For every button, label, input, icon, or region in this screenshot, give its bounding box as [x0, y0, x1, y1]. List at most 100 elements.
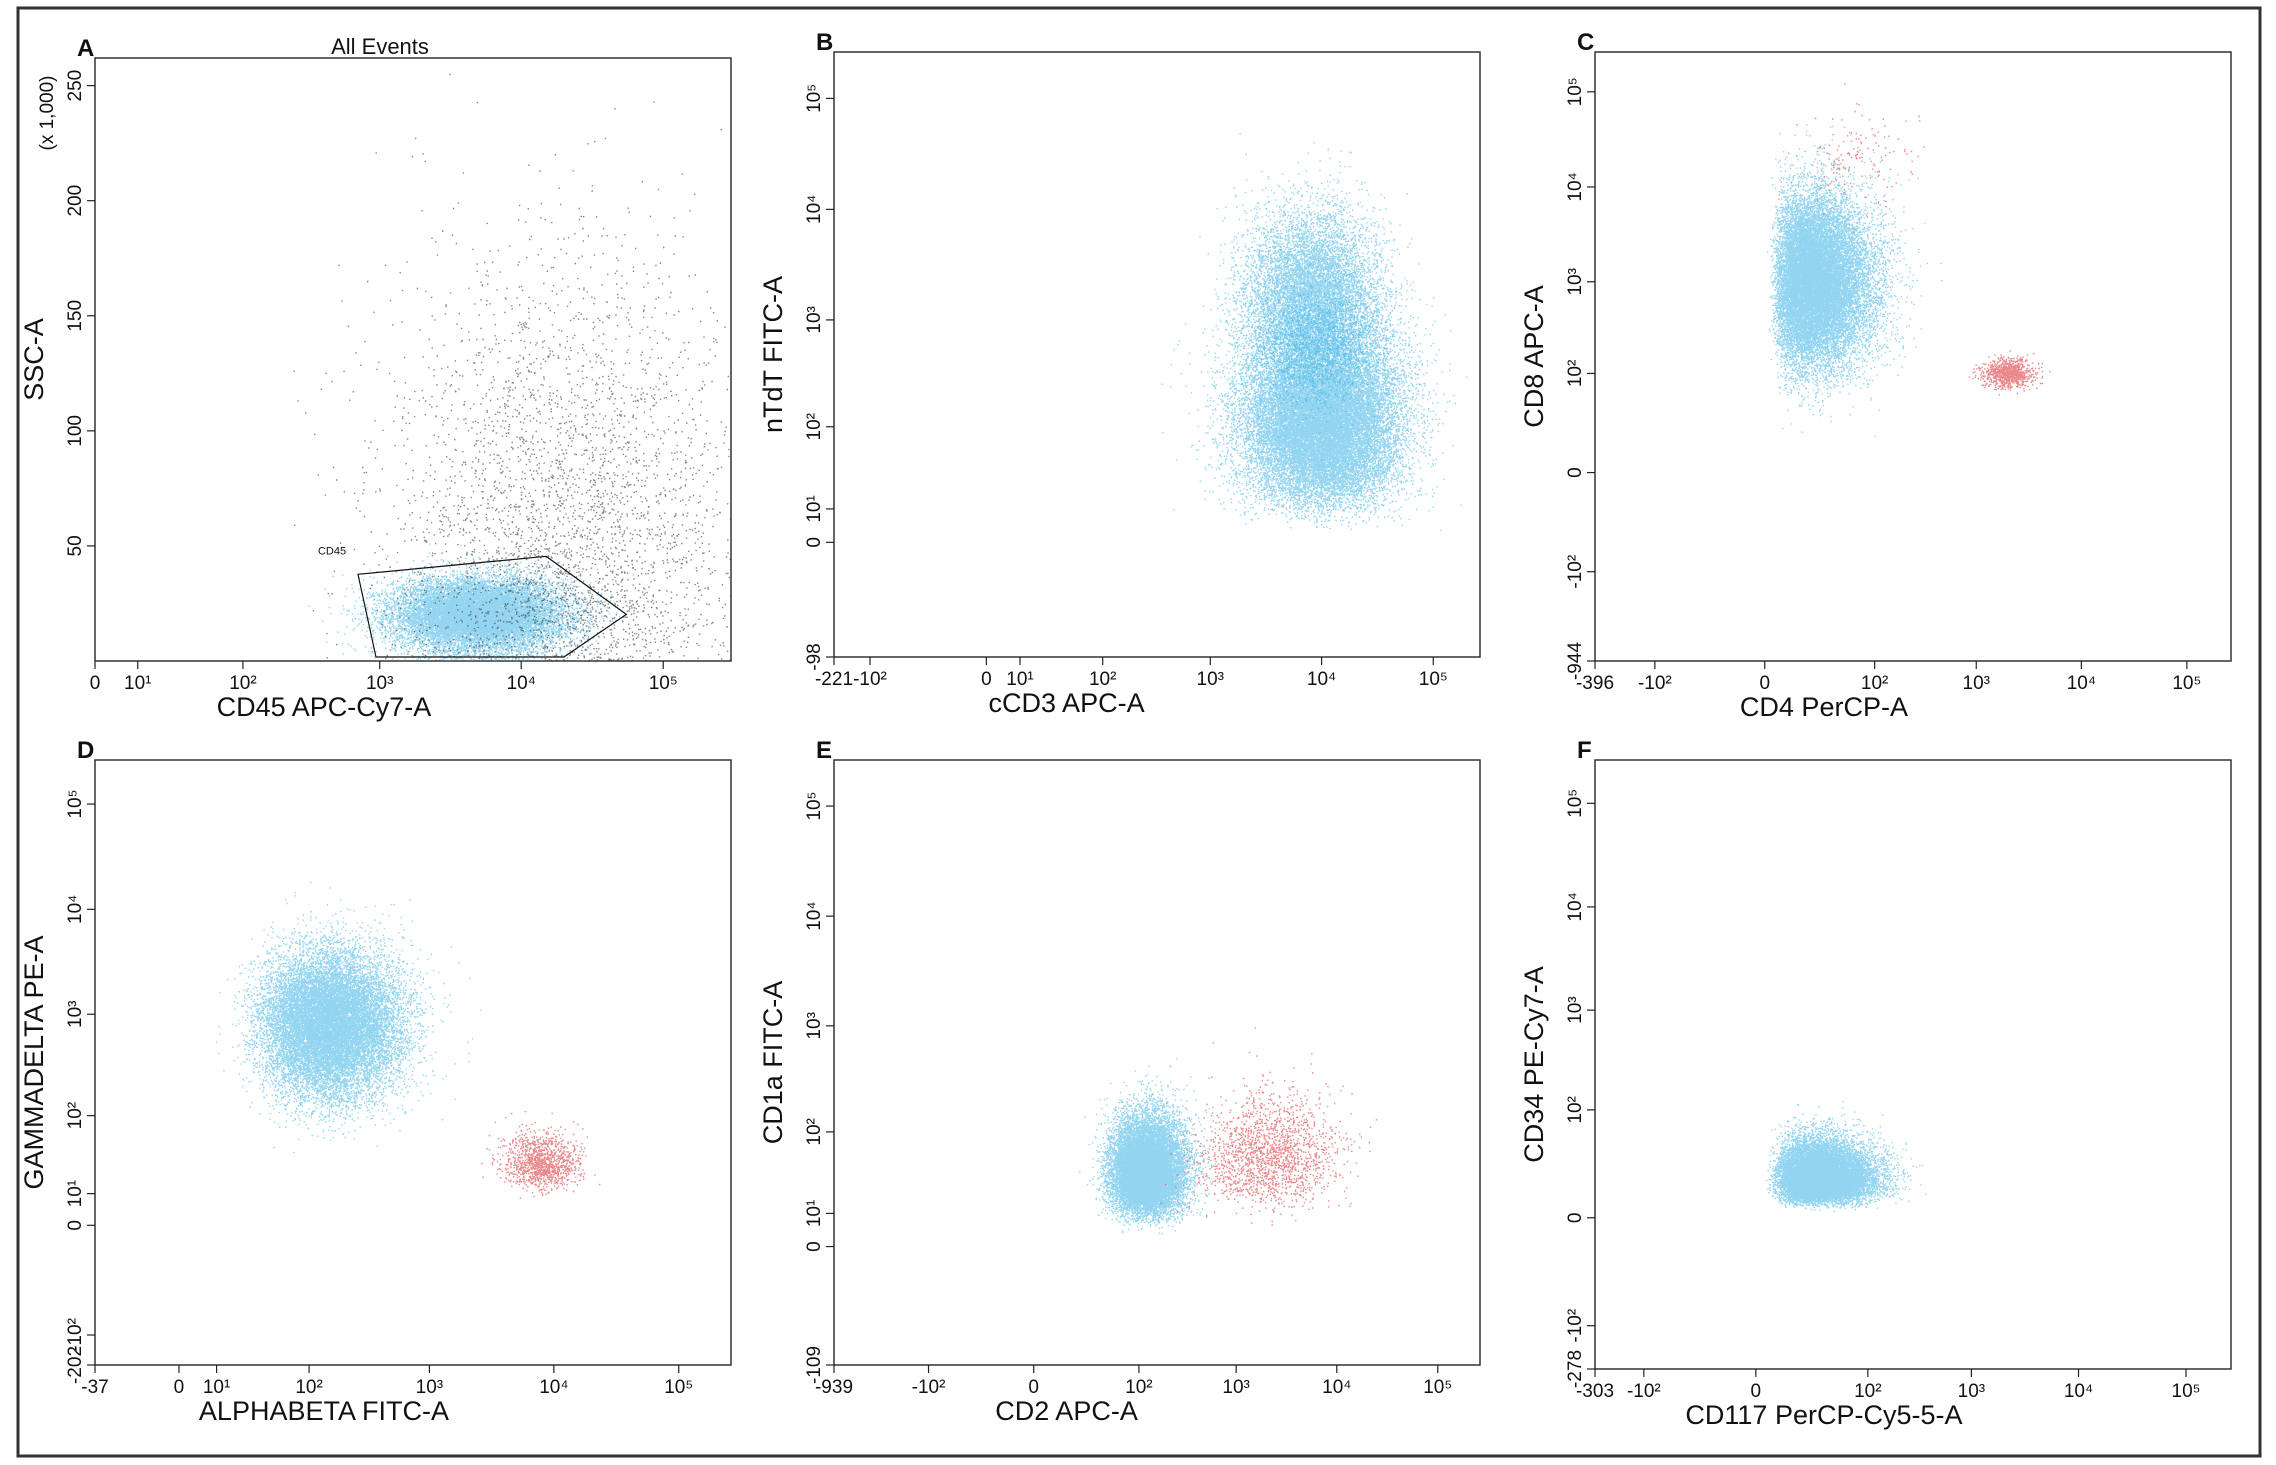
y-tick-label: 10³ [804, 1012, 825, 1039]
y-tick-label: 100 [65, 415, 86, 447]
x-tick-label: 10⁵ [1423, 1377, 1452, 1398]
event-dots [1765, 1101, 1927, 1212]
y-tick-label: 10¹ [65, 1180, 86, 1207]
x-tick-label: 10³ [1197, 669, 1224, 690]
event-dots [1161, 133, 1468, 531]
panel-a: CD45 A All Events CD45 APC-Cy7-A SSC-A (x 1,0… [19, 34, 732, 722]
x-tick-label: 10⁵ [664, 1377, 693, 1398]
x-tick-label: -939 [815, 1377, 853, 1398]
x-tick-label: 0 [1759, 673, 1770, 694]
x-axis-label: ALPHABETA FITC-A [199, 1396, 449, 1426]
cd45-gate[interactable] [357, 555, 628, 658]
y-tick-label: 10⁴ [65, 895, 86, 924]
y-tick-label: 10² [804, 413, 825, 440]
x-axis-label: CD4 PerCP-A [1740, 692, 1908, 722]
y-tick-label: 10¹ [804, 495, 825, 522]
x-tick-label: 10⁵ [2172, 1381, 2201, 1402]
panels-group: CD45 A All Events CD45 APC-Cy7-A SSC-A (x 1,0… [19, 29, 2232, 1430]
panel-e: E CD2 APC-A CD1a FITC-A -939 -10² 0 10² 10³ 10⁴ 1… [758, 737, 1481, 1426]
x-tick-label: 10⁵ [2172, 673, 2201, 694]
y-tick-label: -202 [65, 1346, 86, 1384]
series-0 [1161, 225, 1468, 531]
y-tick-label: -278 [1565, 1350, 1586, 1388]
y-tick-label: -98 [804, 643, 825, 670]
x-tick-label: 10³ [1222, 1377, 1249, 1398]
series-0 [215, 881, 482, 1154]
y-tick-label: 10³ [65, 1000, 86, 1027]
y-tick-label: 10⁴ [1565, 172, 1586, 201]
series-1 [1184, 133, 1436, 461]
x-tick-label: 0 [1028, 1377, 1039, 1398]
x-tick-label: 10⁴ [1307, 669, 1336, 690]
event-dots [293, 73, 731, 661]
plot-frame [833, 51, 1481, 658]
y-scale-label: (x 1,000) [37, 76, 58, 151]
series-0 [1079, 1058, 1217, 1235]
y-tick-label: 250 [65, 70, 86, 102]
x-tick-label: 10² [1089, 669, 1116, 690]
x-tick-label: 10² [229, 673, 256, 694]
y-tick-label: 10³ [1565, 268, 1586, 295]
x-tick-label: 0 [981, 669, 992, 690]
x-tick-label: -396 [1576, 673, 1614, 694]
x-tick-label: 10³ [1958, 1381, 1985, 1402]
x-tick-label: 10² [1854, 1381, 1881, 1402]
event-dots [1766, 83, 2051, 438]
x-tick-label: -221 [815, 669, 853, 690]
y-tick-label: 10¹ [804, 1200, 825, 1227]
x-tick-label: 10⁵ [1419, 669, 1448, 690]
x-tick-label: 10⁵ [649, 673, 678, 694]
y-tick-label: 10⁵ [804, 84, 825, 113]
plot-frame [94, 759, 732, 1366]
panel-f: F CD117 PerCP-Cy5-5-A CD34 PE-Cy7-A -303 -10… [1519, 737, 2232, 1430]
x-tick-label: -10² [1627, 1381, 1661, 1402]
x-tick-label: 10⁴ [507, 673, 536, 694]
y-axis-label: CD34 PE-Cy7-A [1519, 966, 1549, 1163]
y-tick-label: -10² [65, 1318, 86, 1352]
series-1 [1160, 1027, 1378, 1226]
panel-c: C CD4 PerCP-A CD8 APC-A -396 -10² 0 10² 10³ 10⁴ 1… [1519, 29, 2232, 722]
x-tick-label: -10² [1638, 673, 1672, 694]
panel-d: D ALPHABETA FITC-A GAMMADELTA PE-A -37 0 10¹ 1… [19, 737, 732, 1426]
x-tick-label: -303 [1576, 1381, 1614, 1402]
y-tick-label: -10² [1565, 1309, 1586, 1343]
x-tick-label: 10⁴ [539, 1377, 568, 1398]
series-1 [293, 73, 731, 661]
y-tick-label: 10³ [804, 306, 825, 333]
y-tick-label: 10⁴ [1565, 892, 1586, 921]
panel-letter: E [816, 737, 832, 764]
x-tick-label: 0 [90, 673, 101, 694]
y-tick-label: 10⁵ [804, 792, 825, 821]
y-tick-label: 10⁵ [1565, 789, 1586, 818]
y-tick-label: 10² [804, 1118, 825, 1145]
event-dots [215, 881, 601, 1199]
y-tick-label: 10³ [1565, 996, 1586, 1023]
y-tick-label: 10⁴ [804, 901, 825, 930]
panel-letter: F [1577, 737, 1592, 764]
event-dots [1079, 1027, 1378, 1235]
y-tick-label: 0 [804, 537, 825, 548]
y-tick-label: 10⁵ [65, 790, 86, 819]
x-tick-label: 10⁴ [2064, 1381, 2093, 1402]
x-tick-label: 10¹ [203, 1377, 230, 1398]
panel-letter: B [816, 29, 833, 56]
y-tick-label: 10⁵ [1565, 77, 1586, 106]
y-tick-label: 0 [65, 1220, 86, 1231]
panel-title: All Events [331, 34, 429, 59]
x-tick-label: -10² [853, 669, 887, 690]
gate-label: CD45 [318, 545, 346, 557]
series-0 [1766, 124, 1943, 438]
plot-frame [1594, 759, 2232, 1370]
y-tick-label: 0 [1565, 1213, 1586, 1224]
panel-letter: C [1577, 29, 1594, 56]
x-tick-label: 10¹ [124, 673, 151, 694]
x-tick-label: 10² [1125, 1377, 1152, 1398]
y-axis-label: SSC-A [19, 318, 49, 401]
y-axis-label: CD1a FITC-A [758, 981, 788, 1145]
y-tick-label: -944 [1565, 642, 1586, 680]
y-tick-label: 0 [1565, 467, 1586, 478]
y-tick-label: 150 [65, 300, 86, 332]
y-tick-label: -109 [804, 1346, 825, 1384]
